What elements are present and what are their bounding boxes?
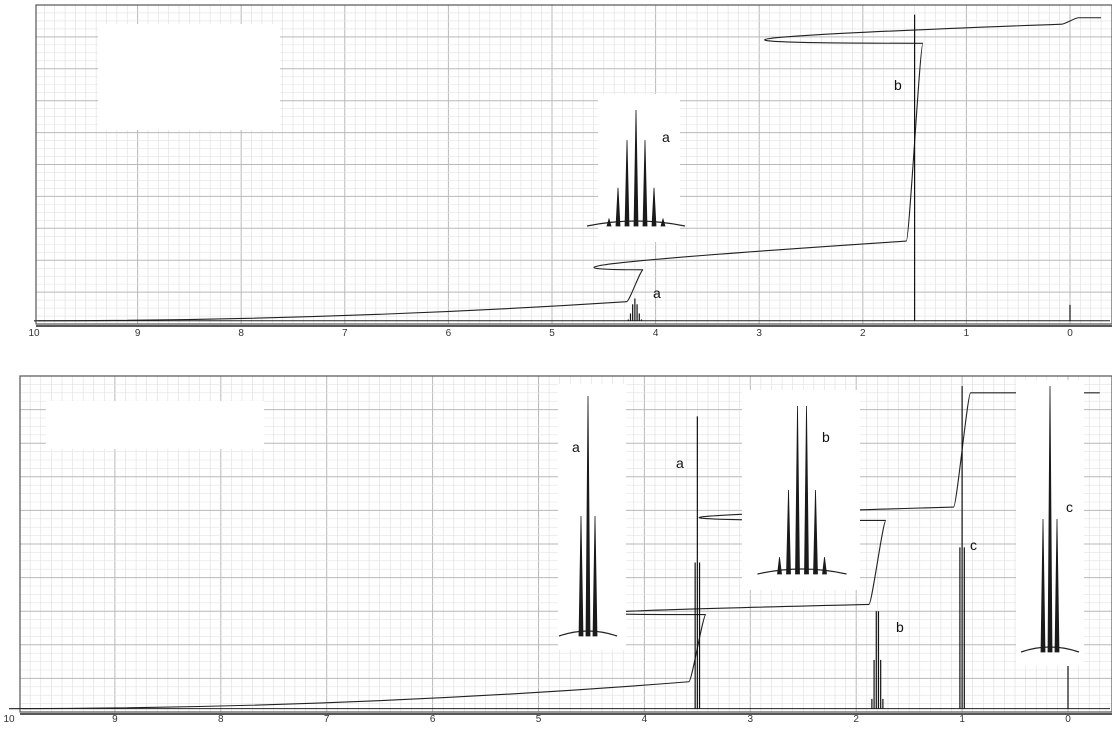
inset-baseline	[757, 568, 847, 575]
inset-label-a: a	[572, 439, 580, 455]
inset-peak-line	[592, 515, 598, 637]
inset-peak-line	[642, 140, 648, 227]
peak-label-c: c	[970, 537, 977, 553]
inset-peak-line	[795, 405, 800, 575]
x-tick-label: 10	[3, 714, 15, 725]
inset-label-c: c	[1066, 499, 1073, 515]
inset-peak-line	[813, 489, 818, 575]
inset-peak-line	[578, 515, 584, 637]
x-tick-label: 6	[430, 714, 436, 725]
x-tick-label: 4	[653, 328, 659, 339]
inset-label-a: a	[662, 129, 670, 145]
inset-a: a	[586, 94, 686, 242]
x-tick-label: 8	[238, 328, 244, 339]
x-tick-label: 5	[549, 328, 555, 339]
peak-label-a: a	[653, 285, 661, 301]
x-tick-label: 3	[756, 328, 762, 339]
x-tick-label: 1	[959, 714, 965, 725]
inset-peak-line	[615, 187, 621, 227]
x-tick-label: 0	[1065, 714, 1071, 725]
x-tick-label: 2	[860, 328, 866, 339]
inset-background	[558, 384, 626, 650]
inset-c: c	[1016, 380, 1084, 666]
x-tick-label: 9	[112, 714, 118, 725]
inset-peak-line	[651, 187, 657, 227]
x-tick-label: 10	[28, 328, 40, 339]
inset-peak-line	[633, 109, 639, 227]
inset-background	[742, 390, 860, 590]
inset-label-b: b	[822, 429, 830, 445]
x-tick-label: 1	[964, 328, 970, 339]
inset-peak-line	[624, 140, 630, 227]
inset-peak-line	[804, 405, 809, 575]
x-tick-label: 7	[342, 328, 348, 339]
x-tick-label: 6	[446, 328, 452, 339]
inset-peak-line	[606, 217, 612, 227]
inset-peak-line	[786, 489, 791, 575]
plot-frame	[19, 375, 1112, 713]
x-tick-label: 5	[536, 714, 542, 725]
blank-label-box	[46, 401, 264, 449]
peak-label-b: b	[894, 77, 902, 93]
peak-label-a: a	[676, 455, 684, 471]
inset-peak-line	[1047, 385, 1053, 653]
inset-peak-line	[777, 557, 782, 575]
x-tick-label: 7	[324, 714, 330, 725]
inset-background	[598, 94, 680, 242]
peak-label-b: b	[896, 619, 904, 635]
inset-peak-line	[1054, 518, 1060, 653]
x-tick-label: 8	[218, 714, 224, 725]
integral-curve	[33, 17, 1102, 322]
x-tick-label: 9	[135, 328, 141, 339]
plot-frame	[35, 4, 1112, 325]
inset-a: a	[558, 384, 626, 650]
inset-peak-line	[822, 557, 827, 575]
x-tick-label: 2	[853, 714, 859, 725]
blank-label-box	[98, 24, 280, 130]
inset-peak-line	[660, 217, 666, 227]
inset-peak-line	[1040, 518, 1046, 653]
x-tick-label: 3	[748, 714, 754, 725]
inset-peak-line	[585, 395, 591, 637]
inset-b: b	[742, 390, 860, 590]
x-tick-label: 4	[642, 714, 648, 725]
x-tick-label: 0	[1067, 328, 1073, 339]
